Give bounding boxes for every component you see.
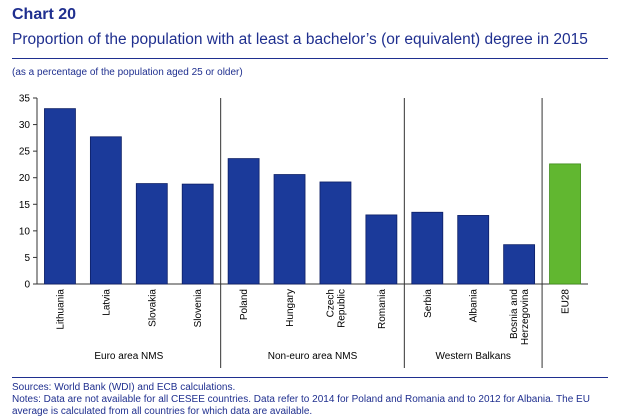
group-label: Western Balkans [436, 351, 511, 362]
notes-divider [12, 377, 608, 378]
bar [549, 163, 581, 285]
chart-notes: Sources: World Bank (WDI) and ECB calcul… [12, 382, 612, 418]
category-label: Herzegovina [520, 289, 531, 346]
y-tick-label: 5 [24, 253, 30, 264]
bar [135, 183, 168, 285]
category-label: Bosnia and [509, 289, 520, 339]
bar [273, 174, 306, 285]
bar [503, 244, 536, 285]
y-tick-label: 10 [19, 226, 31, 237]
y-tick-label: 0 [24, 280, 30, 291]
chart-number: Chart 20 [12, 6, 77, 23]
chart-title: Proportion of the population with at lea… [12, 31, 588, 48]
category-label: EU28 [561, 289, 572, 314]
bar [181, 183, 214, 285]
category-label: Slovakia [147, 289, 158, 327]
y-tick-label: 20 [19, 173, 31, 184]
bar [227, 158, 260, 285]
y-tick-label: 35 [19, 94, 31, 105]
bar [411, 211, 444, 285]
category-label: Serbia [423, 289, 434, 318]
category-label: Czech [325, 289, 336, 317]
sources-text: Sources: World Bank (WDI) and ECB calcul… [12, 382, 236, 393]
category-label: Romania [377, 289, 388, 329]
y-tick-label: 15 [19, 200, 31, 211]
category-label: Lithuania [55, 289, 66, 330]
chart-subtitle: (as a percentage of the population aged … [12, 67, 243, 78]
group-label: Euro area NMS [94, 351, 163, 362]
bar [89, 136, 122, 285]
notes-line-1: Notes: Data are not available for all CE… [12, 394, 590, 405]
bar [44, 108, 76, 285]
category-label: Poland [239, 289, 250, 320]
category-label: Albania [469, 289, 480, 323]
category-label: Latvia [101, 289, 112, 316]
y-tick-label: 30 [19, 120, 31, 131]
category-label: Republic [336, 289, 347, 328]
category-label: Slovenia [193, 289, 204, 328]
notes-line-2: average is calculated from all countries… [12, 406, 313, 417]
y-tick-label: 25 [19, 147, 31, 158]
bar [365, 214, 398, 285]
group-label: Non-euro area NMS [268, 351, 358, 362]
bar [457, 215, 490, 285]
category-label: Hungary [285, 289, 296, 327]
bar [319, 181, 352, 285]
title-divider [12, 58, 608, 59]
